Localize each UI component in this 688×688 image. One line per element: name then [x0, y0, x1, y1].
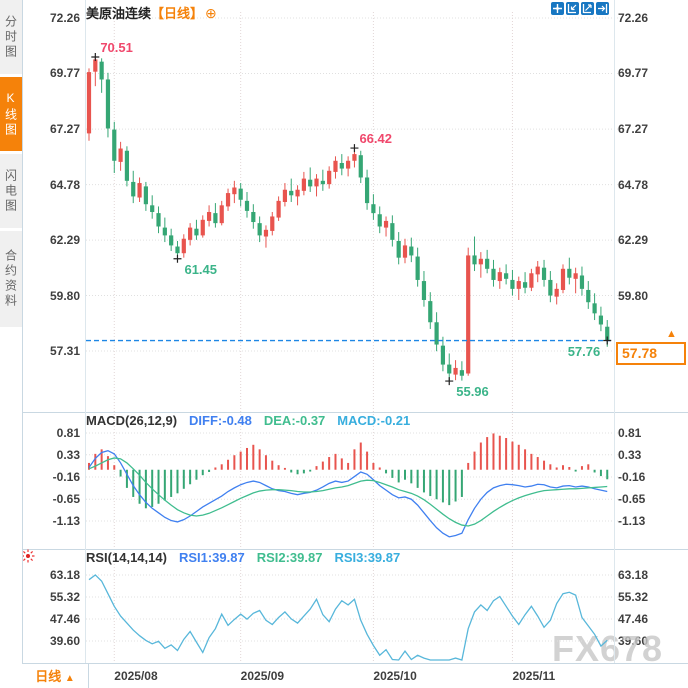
time-axis-bar: 日线 ▲ 2025/08 2025/09 2025/10 2025/11: [22, 663, 688, 688]
y-axis-tick: 57.31: [49, 343, 80, 358]
period-bracket: 【日线】: [151, 6, 204, 21]
x-axis-label: 2025/08: [114, 669, 158, 683]
period-label: 日线: [35, 669, 62, 684]
chevron-up-icon: ▲: [64, 673, 75, 684]
price-annotation: 70.51: [100, 39, 133, 55]
rsi-label: RSI(14,14,14): [86, 550, 167, 565]
shift-right-icon[interactable]: [596, 2, 609, 15]
y-axis-tick: 47.46: [49, 612, 80, 626]
macd-dea-value: DEA:-0.37: [263, 413, 326, 428]
y-axis-tick: 64.78: [49, 177, 80, 192]
y-axis-tick: 69.77: [618, 66, 649, 81]
watermark: FX678: [552, 628, 664, 669]
chart-type-sidebar: 分时图 K线图 闪电图 合约资料: [0, 0, 23, 688]
macd-header: MACD(26,12,9) DIFF:-0.48 DEA:-0.37 MACD:-0.…: [86, 413, 422, 428]
compress-icon[interactable]: [566, 2, 579, 15]
y-axis-tick: 47.46: [618, 612, 649, 626]
y-axis-tick: 55.32: [49, 590, 80, 604]
sidebar-item-lightning-chart[interactable]: 闪电图: [0, 154, 22, 228]
chart-title: 美原油连续【日线】 ⊕: [86, 3, 217, 22]
y-axis-tick: 69.77: [49, 66, 80, 81]
rsi2-value: RSI2:39.87: [256, 550, 323, 565]
crosshair-icon[interactable]: [551, 2, 564, 15]
y-axis-tick: 0.81: [56, 425, 80, 440]
x-axis-label: 2025/09: [240, 669, 285, 683]
symbol-name: 美原油连续: [86, 6, 152, 21]
y-axis-tick: -1.13: [618, 513, 646, 528]
sidebar-item-time-chart[interactable]: 分时图: [0, 0, 22, 74]
price-annotation: 61.45: [184, 261, 218, 277]
price-annotation: 55.96: [456, 384, 489, 400]
add-indicator-icon[interactable]: ⊕: [205, 5, 217, 21]
y-axis-tick: 0.33: [56, 447, 80, 462]
y-axis-tick: 59.80: [49, 288, 80, 303]
y-axis-tick: 39.60: [618, 634, 649, 648]
y-axis-tick: -0.65: [52, 492, 80, 507]
chart-toolbar: [551, 2, 609, 15]
y-axis-tick: 62.29: [49, 233, 80, 248]
macd-macd-value: MACD:-0.21: [337, 413, 411, 428]
price-annotation: 57.76: [567, 343, 601, 359]
x-axis-label: 2025/10: [373, 669, 417, 683]
rsi-header: RSI(14,14,14) RSI1:39.87 RSI2:39.87 RSI3:39…: [86, 550, 412, 565]
y-axis-tick: 55.32: [618, 590, 649, 604]
y-axis-tick: 67.27: [618, 122, 649, 137]
y-axis-tick: 0.33: [618, 447, 642, 462]
y-axis-tick: -1.13: [52, 513, 80, 528]
sidebar-item-candle-chart[interactable]: K线图: [0, 77, 22, 151]
y-axis-tick: 63.18: [49, 568, 80, 582]
rsi1-value: RSI1:39.87: [178, 550, 245, 565]
macd-diff-value: DIFF:-0.48: [189, 413, 252, 428]
y-axis-tick: -0.16: [618, 469, 646, 484]
macd-label: MACD(26,12,9): [86, 413, 178, 428]
x-axis-label: 2025/11: [512, 669, 556, 683]
y-axis-tick: -0.65: [618, 492, 646, 507]
y-axis-tick: 39.60: [49, 634, 80, 648]
price-box-arrow-icon: ▲: [666, 328, 677, 340]
current-price-box: 57.78: [616, 342, 686, 365]
price-annotation: 66.42: [359, 131, 392, 147]
y-axis-tick: 63.18: [618, 568, 649, 582]
expand-icon[interactable]: [581, 2, 594, 15]
y-axis-tick: 72.26: [618, 11, 649, 25]
y-axis-tick: -0.16: [52, 469, 80, 484]
y-axis-tick: 64.78: [618, 177, 649, 192]
y-axis-tick: 0.81: [618, 425, 642, 440]
live-indicator-icon: [21, 549, 35, 568]
period-selector-button[interactable]: 日线 ▲: [22, 664, 89, 688]
y-axis-tick: 59.80: [618, 288, 649, 303]
rsi3-value: RSI3:39.87: [334, 550, 401, 565]
y-axis-tick: 67.27: [49, 122, 80, 137]
sidebar-item-contract-info[interactable]: 合约资料: [0, 231, 22, 327]
y-axis-tick: 62.29: [618, 233, 649, 248]
y-axis-tick: 72.26: [49, 11, 80, 25]
